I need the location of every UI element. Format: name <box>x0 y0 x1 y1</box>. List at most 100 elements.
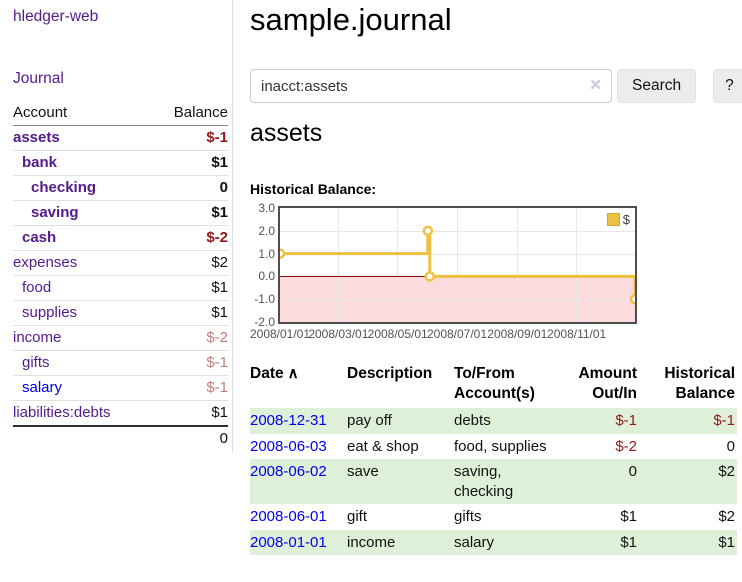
accounts-total-row: 0 <box>13 426 228 451</box>
chart-xtick-label: 2008/07/01 <box>426 327 488 341</box>
account-row: expenses $2 <box>13 251 228 276</box>
account-link[interactable]: gifts <box>22 354 50 371</box>
chart-xtick-label: 2008/11/01 <box>547 327 607 341</box>
chart-xtick-label: 2008/09/01 <box>487 327 548 341</box>
register-col-amount-out-in: Amount Out/In <box>578 365 637 402</box>
register-description-cell: save <box>347 459 454 504</box>
register-row: 2008-06-02 save saving, checking 0 $2 <box>250 459 737 504</box>
account-link[interactable]: cash <box>22 229 57 246</box>
transaction-date-link[interactable]: 2008-06-02 <box>250 463 327 480</box>
account-row: checking 0 <box>13 176 228 201</box>
register-col-historical-balance: Historical Balance <box>664 365 735 402</box>
page-title: sample.journal <box>250 2 452 37</box>
register-date-cell: 2008-12-31 <box>250 408 347 434</box>
search-button[interactable]: Search <box>617 69 697 103</box>
register-row: 2008-01-01 income salary $1 $1 <box>250 529 737 555</box>
account-balance: $1 <box>211 154 228 171</box>
account-link[interactable]: checking <box>31 179 97 196</box>
register-description-cell: pay off <box>347 408 454 434</box>
legend-label: $ <box>622 212 630 227</box>
account-balance: $-1 <box>206 129 228 146</box>
chart-xtick-label: 2008/03/01 <box>308 327 369 341</box>
search-input[interactable] <box>250 69 612 103</box>
register-amount-cell: $-1 <box>569 408 647 434</box>
account-balance: $-2 <box>206 329 228 346</box>
help-button[interactable]: ? <box>713 69 742 103</box>
account-row: food $1 <box>13 276 228 301</box>
chart-gridline <box>397 208 399 322</box>
historical-balance-chart: $ 3.0 2.0 1.0 0.0 -1.0 -2.0 2008/01/01 2008/03/… <box>249 201 650 347</box>
account-balance: $-1 <box>206 379 228 396</box>
account-balance: $-2 <box>206 229 228 246</box>
account-balance: $1 <box>211 204 228 221</box>
register-accounts-cell: salary <box>454 529 569 555</box>
chart-gridline <box>337 208 339 322</box>
account-balance: $2 <box>211 254 228 271</box>
search-input-wrap: ✕ <box>250 69 612 103</box>
transaction-date-link[interactable]: 2008-12-31 <box>250 412 327 429</box>
register-col-date[interactable]: Date ∧ <box>250 365 299 382</box>
account-link[interactable]: food <box>22 279 52 296</box>
register-date-cell: 2008-01-01 <box>250 529 347 555</box>
register-balance-cell: $-1 <box>647 408 737 434</box>
sort-ascending-icon[interactable]: ∧ <box>287 365 299 382</box>
register-balance-cell: 0 <box>726 437 735 455</box>
chart-series <box>280 225 635 305</box>
account-link[interactable]: liabilities:debts <box>13 404 111 421</box>
register-row: 2008-06-03 eat & shop food, supplies $-2 0 <box>250 434 737 460</box>
account-link[interactable]: salary <box>22 379 63 396</box>
accounts-total-spacer <box>13 426 151 451</box>
register-date-cell: 2008-06-03 <box>250 434 347 460</box>
account-link[interactable]: bank <box>22 154 58 171</box>
register-balance-cell: $2 <box>718 508 735 525</box>
search-bar: ✕ Search ? <box>250 69 742 103</box>
accounts-col-account: Account <box>13 101 152 126</box>
register-accounts-cell: food, supplies <box>454 437 547 455</box>
chart-ytick-label: -2.0 <box>254 315 275 329</box>
accounts-col-balance: Balance <box>151 101 228 126</box>
register-col-to-from-account-s-: To/From Account(s) <box>454 365 535 402</box>
transaction-date-link[interactable]: 2008-06-03 <box>250 437 327 455</box>
chart-ytick-label: -1.0 <box>254 292 275 307</box>
chart-gridline <box>456 208 458 322</box>
register-description-cell: eat & shop <box>347 437 419 455</box>
account-row: saving $1 <box>13 201 228 226</box>
app-title-link[interactable]: hledger-web <box>13 8 99 25</box>
account-link[interactable]: assets <box>13 129 60 146</box>
transaction-date-link[interactable]: 2008-06-01 <box>250 508 327 525</box>
account-row: assets $-1 <box>13 126 228 151</box>
account-link[interactable]: supplies <box>22 304 78 321</box>
chart-xtick-label: 2008/05/01 <box>367 327 428 341</box>
transaction-date-link[interactable]: 2008-01-01 <box>250 533 327 551</box>
account-link[interactable]: expenses <box>13 254 78 271</box>
accounts-table: Account Balance assets $-1 bank $1 checking 0… <box>13 101 228 451</box>
legend-swatch-icon <box>606 213 620 226</box>
register-date-cell: 2008-06-01 <box>250 504 347 530</box>
account-link[interactable]: saving <box>31 204 79 221</box>
chart-ytick-label: 1.0 <box>258 246 275 261</box>
chart-gridline <box>516 208 518 322</box>
account-link[interactable]: income <box>13 329 62 346</box>
chart-gridline <box>280 299 635 301</box>
accounts-total-value: 0 <box>219 430 228 447</box>
chart-xtick-label: 2008/01/01 <box>249 327 311 341</box>
register-accounts-cell: debts <box>454 408 569 434</box>
register-balance-cell: $1 <box>647 529 737 555</box>
account-row: salary $-1 <box>13 376 228 401</box>
register-date-cell: 2008-06-02 <box>250 459 347 504</box>
sidebar-item-journal[interactable]: Journal <box>13 70 64 87</box>
account-balance: $-1 <box>206 354 228 371</box>
register-balance-cell: $2 <box>647 459 737 504</box>
chart-gridline <box>280 253 635 255</box>
chart-ytick-label: 2.0 <box>258 223 275 238</box>
account-balance: 0 <box>219 179 228 196</box>
sidebar: hledger-web Journal Account Balance asse… <box>0 0 233 452</box>
account-row: cash $-2 <box>13 226 228 251</box>
clear-search-icon[interactable]: ✕ <box>589 77 602 94</box>
chart-ytick-label: 3.0 <box>258 201 275 215</box>
register-row: 2008-06-01 gift gifts $1 $2 <box>250 504 737 530</box>
register-accounts-cell: saving, checking <box>454 459 569 504</box>
account-heading: assets <box>250 119 323 147</box>
chart-heading: Historical Balance: <box>250 181 377 197</box>
register-amount-cell: $1 <box>569 529 647 555</box>
